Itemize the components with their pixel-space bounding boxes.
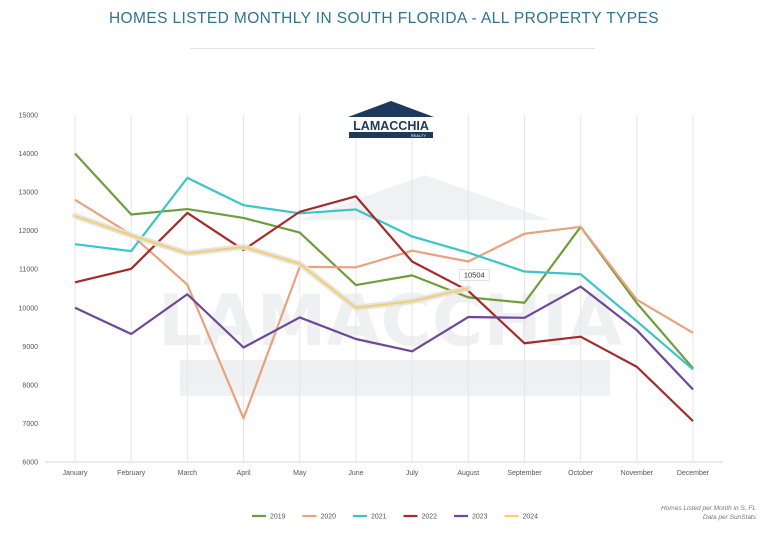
legend-label-2021: 2021: [371, 514, 387, 521]
y-tick-label: 8000: [22, 382, 38, 389]
y-tick-label: 6000: [22, 460, 38, 467]
annotation-label: 10504: [464, 271, 485, 280]
source-line-1: Homes Listed per Month in S. FL: [660, 505, 756, 512]
watermark-text: LAMACCHIA: [158, 280, 622, 362]
legend-label-2023: 2023: [472, 514, 488, 521]
series-line-2023: [74, 285, 694, 391]
source-line-2: Data per SunStats: [702, 514, 756, 521]
legend-label-2020: 2020: [321, 514, 337, 521]
x-tick-label: April: [237, 470, 251, 477]
series-line-2021: [74, 176, 694, 371]
legend-label-2022: 2022: [422, 514, 438, 521]
x-tick-label: March: [178, 470, 198, 477]
y-tick-label: 9000: [22, 344, 38, 351]
annotation-box: [458, 269, 490, 281]
y-tick-label: 10000: [19, 305, 39, 312]
x-tick-label: September: [507, 470, 542, 477]
series-line-2024: [74, 214, 469, 309]
source-note: Homes Listed per Month in S. FL Data per…: [661, 504, 756, 522]
lamacchia-logo: LAMACCHIA REALTY: [348, 101, 434, 138]
series-line-2022: [74, 195, 694, 422]
watermark: LAMACCHIA: [158, 175, 622, 396]
x-tick-label: August: [457, 470, 479, 477]
legend-label-2024: 2024: [523, 514, 539, 521]
x-tick-label: October: [568, 470, 594, 477]
title-divider: [190, 48, 595, 49]
x-tick-label: July: [406, 470, 419, 477]
x-tick-label: January: [63, 470, 88, 477]
y-tick-label: 13000: [19, 190, 39, 197]
x-tick-label: May: [293, 470, 307, 477]
x-tick-label: February: [117, 470, 146, 477]
legend-label-2019: 2019: [270, 514, 286, 521]
logo-text: LAMACCHIA: [353, 119, 429, 133]
page-title: HOMES LISTED MONTHLY IN SOUTH FLORIDA - …: [108, 10, 660, 27]
series-line-2020: [74, 198, 694, 420]
y-tick-label: 15000: [19, 113, 39, 120]
x-tick-label: June: [348, 470, 363, 477]
y-tick-label: 12000: [19, 228, 39, 235]
x-tick-label: December: [677, 470, 710, 477]
x-tick-label: November: [621, 470, 654, 477]
y-tick-label: 14000: [19, 151, 39, 158]
y-tick-label: 11000: [19, 267, 38, 274]
y-tick-label: 7000: [22, 421, 38, 428]
logo-subtext: REALTY: [411, 133, 427, 138]
